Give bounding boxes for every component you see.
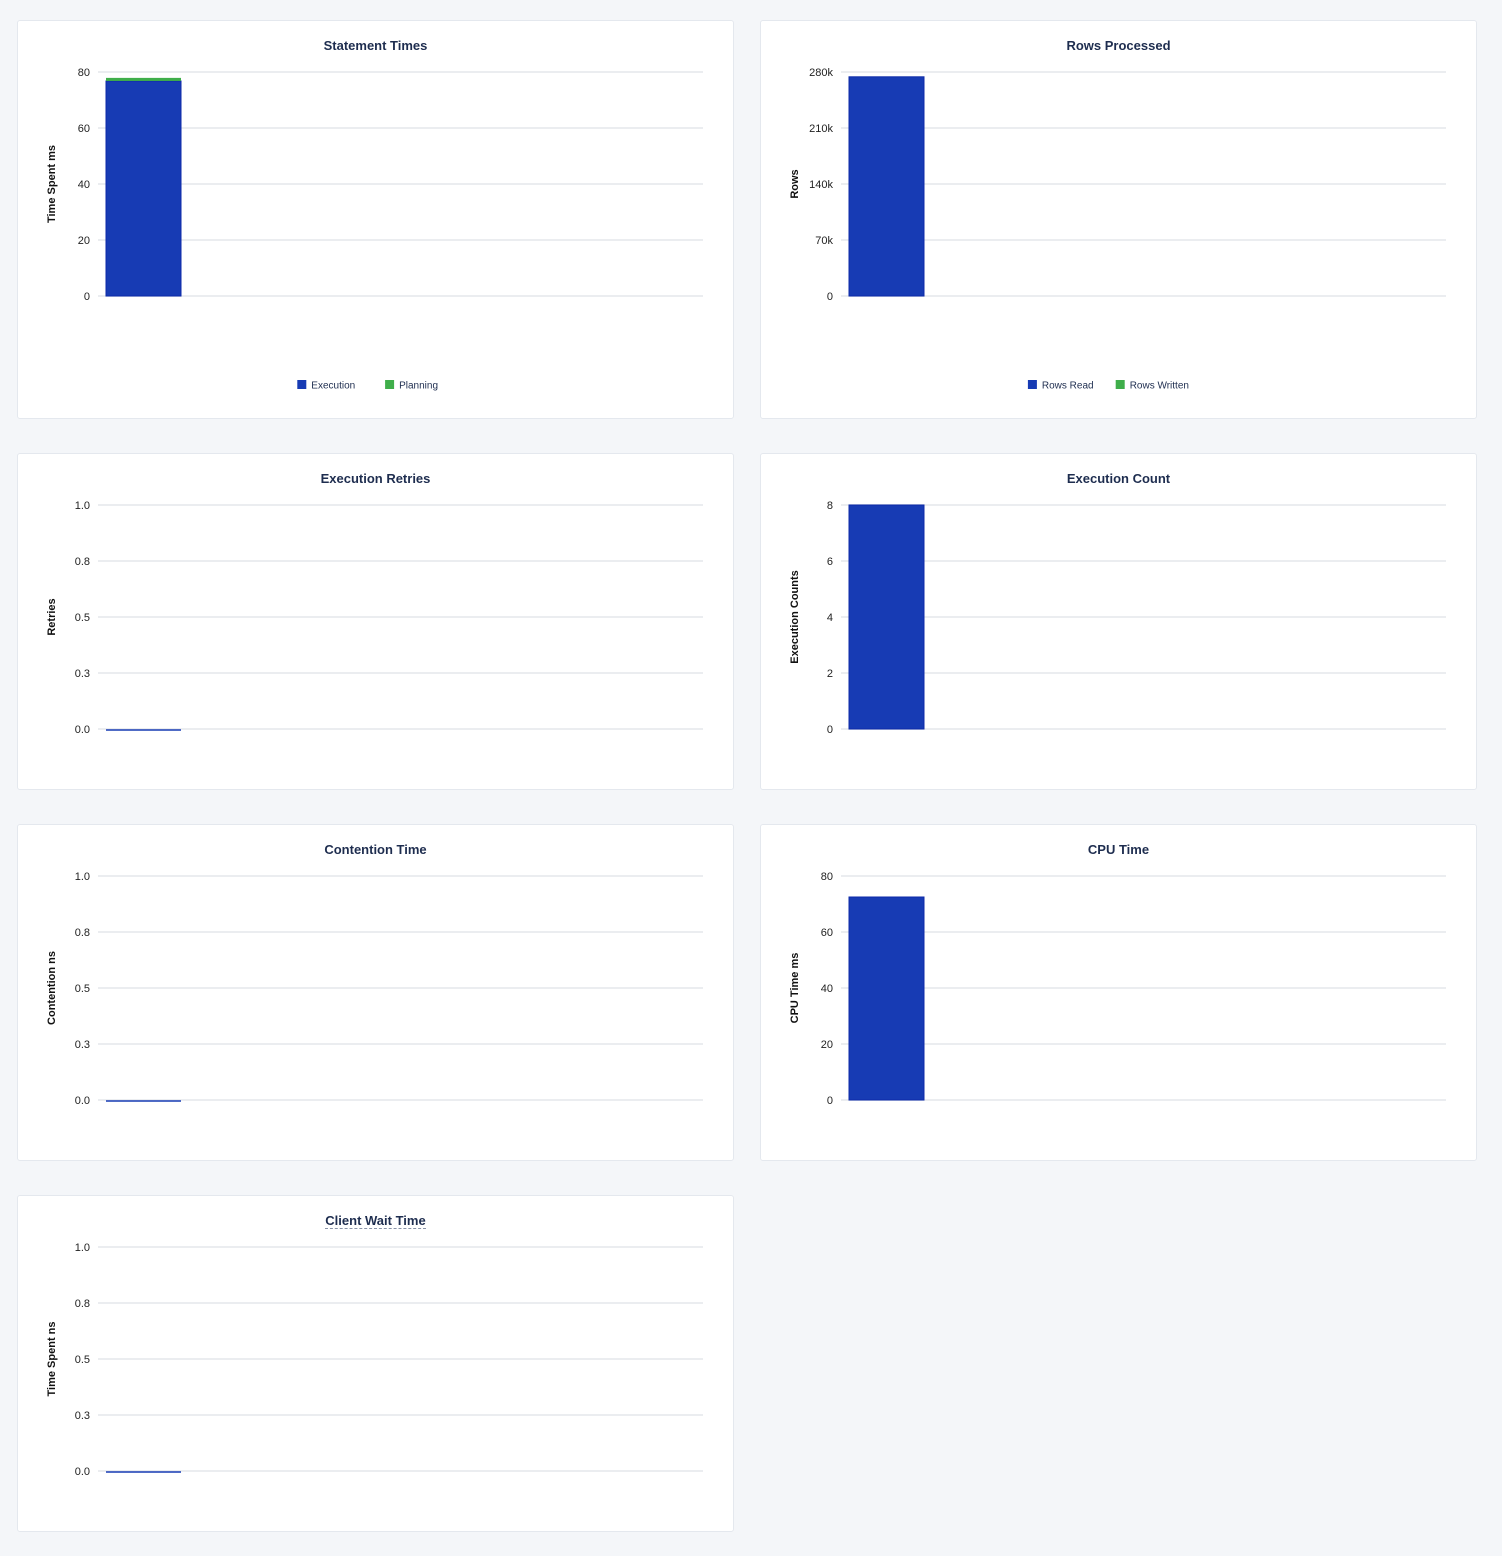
chart-title-text: Execution Retries: [320, 471, 431, 486]
chart-title: CPU Time: [761, 842, 1476, 857]
chart-title: Client Wait Time: [18, 1213, 733, 1229]
y-tick-label: 0.3: [75, 668, 90, 680]
chart-card-execution-count: Execution Count 0 2 4 6 8 Execution Counts: [760, 453, 1477, 790]
y-tick-label: 0.3: [75, 1039, 90, 1051]
chart-title: Contention Time: [18, 842, 733, 857]
y-tick-label: 0.5: [75, 983, 90, 995]
y-tick-label: 0.0: [75, 1466, 90, 1478]
y-tick-label: 0.8: [75, 556, 90, 568]
chart-card-contention-time: Contention Time 0.0 0.3 0.5 0.8 1.0 Contention…: [17, 824, 734, 1161]
bar-planning[interactable]: [106, 77, 181, 81]
y-tick-label: 2: [827, 668, 833, 680]
y-tick-label: 80: [78, 67, 90, 79]
legend-label[interactable]: Execution: [311, 381, 355, 392]
legend-swatch: [1027, 380, 1037, 389]
y-tick-label: 140k: [809, 179, 833, 191]
y-tick-label: 60: [821, 927, 833, 939]
chart-card-execution-retries: Execution Retries 0.0 0.3 0.5 0.8 1.0 Retries: [17, 453, 734, 790]
chart-svg: 0 20 40 60 80 CPU Time ms: [789, 871, 1446, 1107]
chart-title-text: Statement Times: [323, 38, 428, 53]
y-tick-label: 80: [821, 871, 833, 883]
y-axis-label: Time Spent ns: [46, 1322, 58, 1397]
chart-title: Execution Count: [761, 471, 1476, 486]
y-tick-label: 0: [84, 291, 90, 303]
y-axis-label: Execution Counts: [789, 570, 801, 664]
chart-card-cpu-time: CPU Time 0 20 40 60 80 CPU Time ms: [760, 824, 1477, 1161]
y-tick-label: 0.0: [75, 1095, 90, 1107]
bar-rows-read[interactable]: [848, 76, 925, 297]
chart-svg: 0.0 0.3 0.5 0.8 1.0 Contention ns: [46, 871, 703, 1107]
chart-svg: 0.0 0.3 0.5 0.8 1.0 Time Spent ns: [46, 1242, 703, 1478]
y-axis-label: Rows: [789, 169, 801, 198]
y-tick-label: 280k: [809, 67, 833, 79]
y-tick-label: 8: [827, 500, 833, 512]
y-axis-label: Retries: [46, 598, 58, 635]
y-tick-label: 0: [827, 291, 833, 303]
chart-card-client-wait-time: Client Wait Time 0.0 0.3 0.5 0.8 1.0 Time Spen…: [17, 1195, 734, 1532]
y-tick-label: 20: [78, 235, 90, 247]
y-tick-label: 0.0: [75, 724, 90, 736]
y-tick-label: 0.3: [75, 1410, 90, 1422]
y-tick-label: 70k: [815, 235, 833, 247]
legend-swatch: [1115, 380, 1125, 389]
y-tick-label: 0.5: [75, 1354, 90, 1366]
chart-title: Execution Retries: [18, 471, 733, 486]
y-tick-label: 4: [827, 612, 833, 624]
y-tick-label: 20: [821, 1039, 833, 1051]
y-tick-label: 40: [78, 179, 90, 191]
legend-label[interactable]: Planning: [399, 381, 438, 392]
chart-svg: 0 20 40 60 80 Time Spent ms Execution Planning: [46, 67, 703, 392]
legend-swatch: [385, 380, 395, 389]
y-tick-label: 6: [827, 556, 833, 568]
chart-title-text: Rows Processed: [1066, 38, 1171, 53]
legend-swatch: [297, 380, 307, 389]
y-tick-label: 0: [827, 1095, 833, 1107]
y-axis-label: CPU Time ms: [789, 953, 801, 1024]
chart-title: Rows Processed: [761, 38, 1476, 53]
y-tick-label: 0.5: [75, 612, 90, 624]
chart-svg: 0 2 4 6 8 Execution Counts: [789, 500, 1446, 736]
y-axis-label: Contention ns: [46, 951, 58, 1025]
y-axis-label: Time Spent ms: [46, 145, 58, 223]
legend-label[interactable]: Rows Read: [1042, 381, 1094, 392]
chart-title-text[interactable]: Client Wait Time: [325, 1213, 426, 1229]
y-tick-label: 0.8: [75, 1298, 90, 1310]
y-tick-label: 60: [78, 123, 90, 135]
y-tick-label: 40: [821, 983, 833, 995]
bar-execution[interactable]: [105, 80, 182, 297]
y-tick-label: 1.0: [75, 500, 90, 512]
chart-card-rows-processed: Rows Processed 0 70k 140k 210k 280k Rows Rows R…: [760, 20, 1477, 419]
chart-title-text: Execution Count: [1066, 471, 1171, 486]
bar-value[interactable]: [848, 504, 925, 730]
chart-svg: 0 70k 140k 210k 280k Rows Rows Read Rows Writte…: [789, 67, 1446, 392]
y-tick-label: 0.8: [75, 927, 90, 939]
y-tick-label: 210k: [809, 123, 833, 135]
bar-value[interactable]: [848, 896, 925, 1101]
legend-label[interactable]: Rows Written: [1130, 381, 1189, 392]
chart-card-statement-times: Statement Times 0 20 40 60 80 Time Spent ms Exe…: [17, 20, 734, 419]
chart-svg: 0.0 0.3 0.5 0.8 1.0 Retries: [46, 500, 703, 736]
chart-title-text: CPU Time: [1087, 842, 1150, 857]
chart-title-text: Contention Time: [324, 842, 427, 857]
y-tick-label: 1.0: [75, 871, 90, 883]
chart-title: Statement Times: [18, 38, 733, 53]
y-tick-label: 0: [827, 724, 833, 736]
y-tick-label: 1.0: [75, 1242, 90, 1254]
